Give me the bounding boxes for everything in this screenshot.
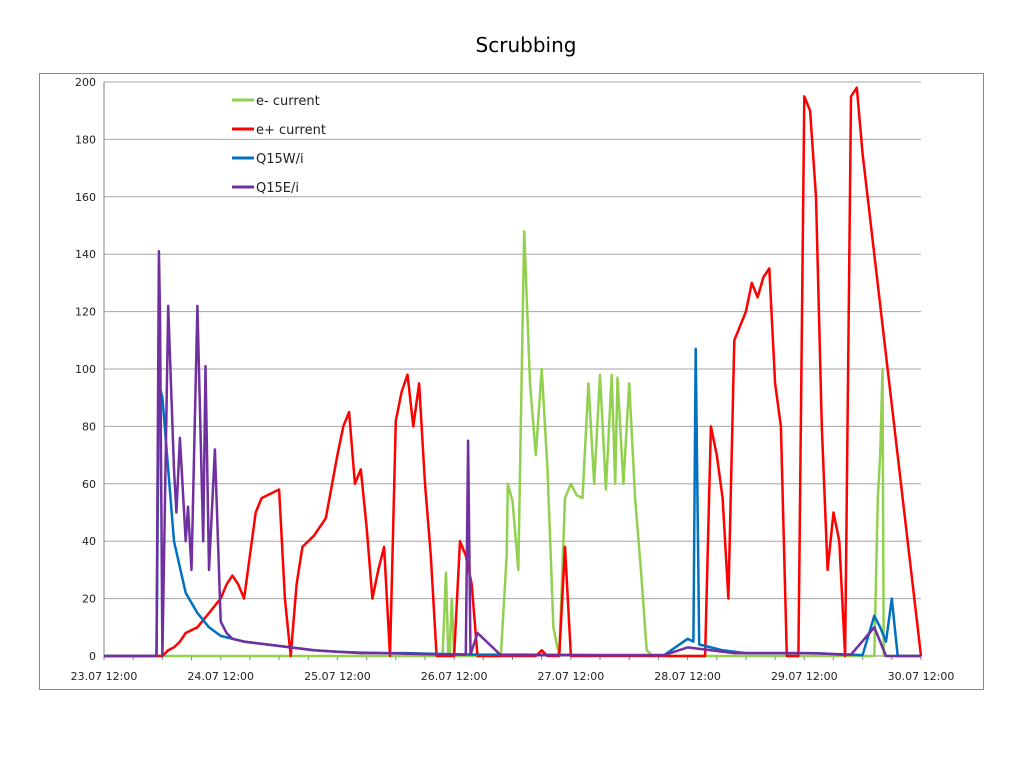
y-tick-label: 120: [75, 306, 96, 319]
x-tick-label: 23.07 12:00: [71, 670, 138, 683]
x-axis-ticks: 23.07 12:00 24.07 12:00 25.07 12:00 26.07 1…: [71, 656, 955, 683]
x-tick-label: 24.07 12:00: [187, 670, 254, 683]
legend-label: Q15W/i: [256, 152, 304, 167]
legend-label: e+ current: [256, 123, 326, 138]
series-layer: [104, 86, 923, 658]
y-tick-label: 20: [82, 593, 96, 606]
y-tick-label: 200: [75, 76, 96, 89]
y-tick-label: 0: [89, 650, 96, 663]
x-tick-label: 25.07 12:00: [304, 670, 371, 683]
y-tick-label: 40: [82, 535, 96, 548]
legend-label: Q15E/i: [256, 181, 299, 196]
series-line-e-current: [104, 86, 923, 658]
y-tick-label: 80: [82, 420, 96, 433]
x-tick-label: 27.07 12:00: [538, 670, 605, 683]
chart-frame: [39, 73, 984, 690]
y-tick-label: 180: [75, 133, 96, 146]
y-tick-label: 100: [75, 363, 96, 376]
x-tick-label: 26.07 12:00: [421, 670, 488, 683]
y-tick-label: 60: [82, 478, 96, 491]
legend: e- current e+ current Q15W/i Q15E/i: [232, 94, 326, 196]
y-axis-ticks: 0 20 40 60 80 100 120 140 160 180 200: [75, 76, 96, 663]
x-tick-label: 30.07 12:00: [888, 670, 955, 683]
y-tick-label: 140: [75, 248, 96, 261]
y-tick-label: 160: [75, 191, 96, 204]
x-tick-label: 28.07 12:00: [654, 670, 721, 683]
series-line-q15e-i: [104, 250, 921, 658]
page-title: Scrubbing: [475, 33, 577, 57]
x-tick-label: 29.07 12:00: [771, 670, 838, 683]
legend-label: e- current: [256, 94, 320, 109]
